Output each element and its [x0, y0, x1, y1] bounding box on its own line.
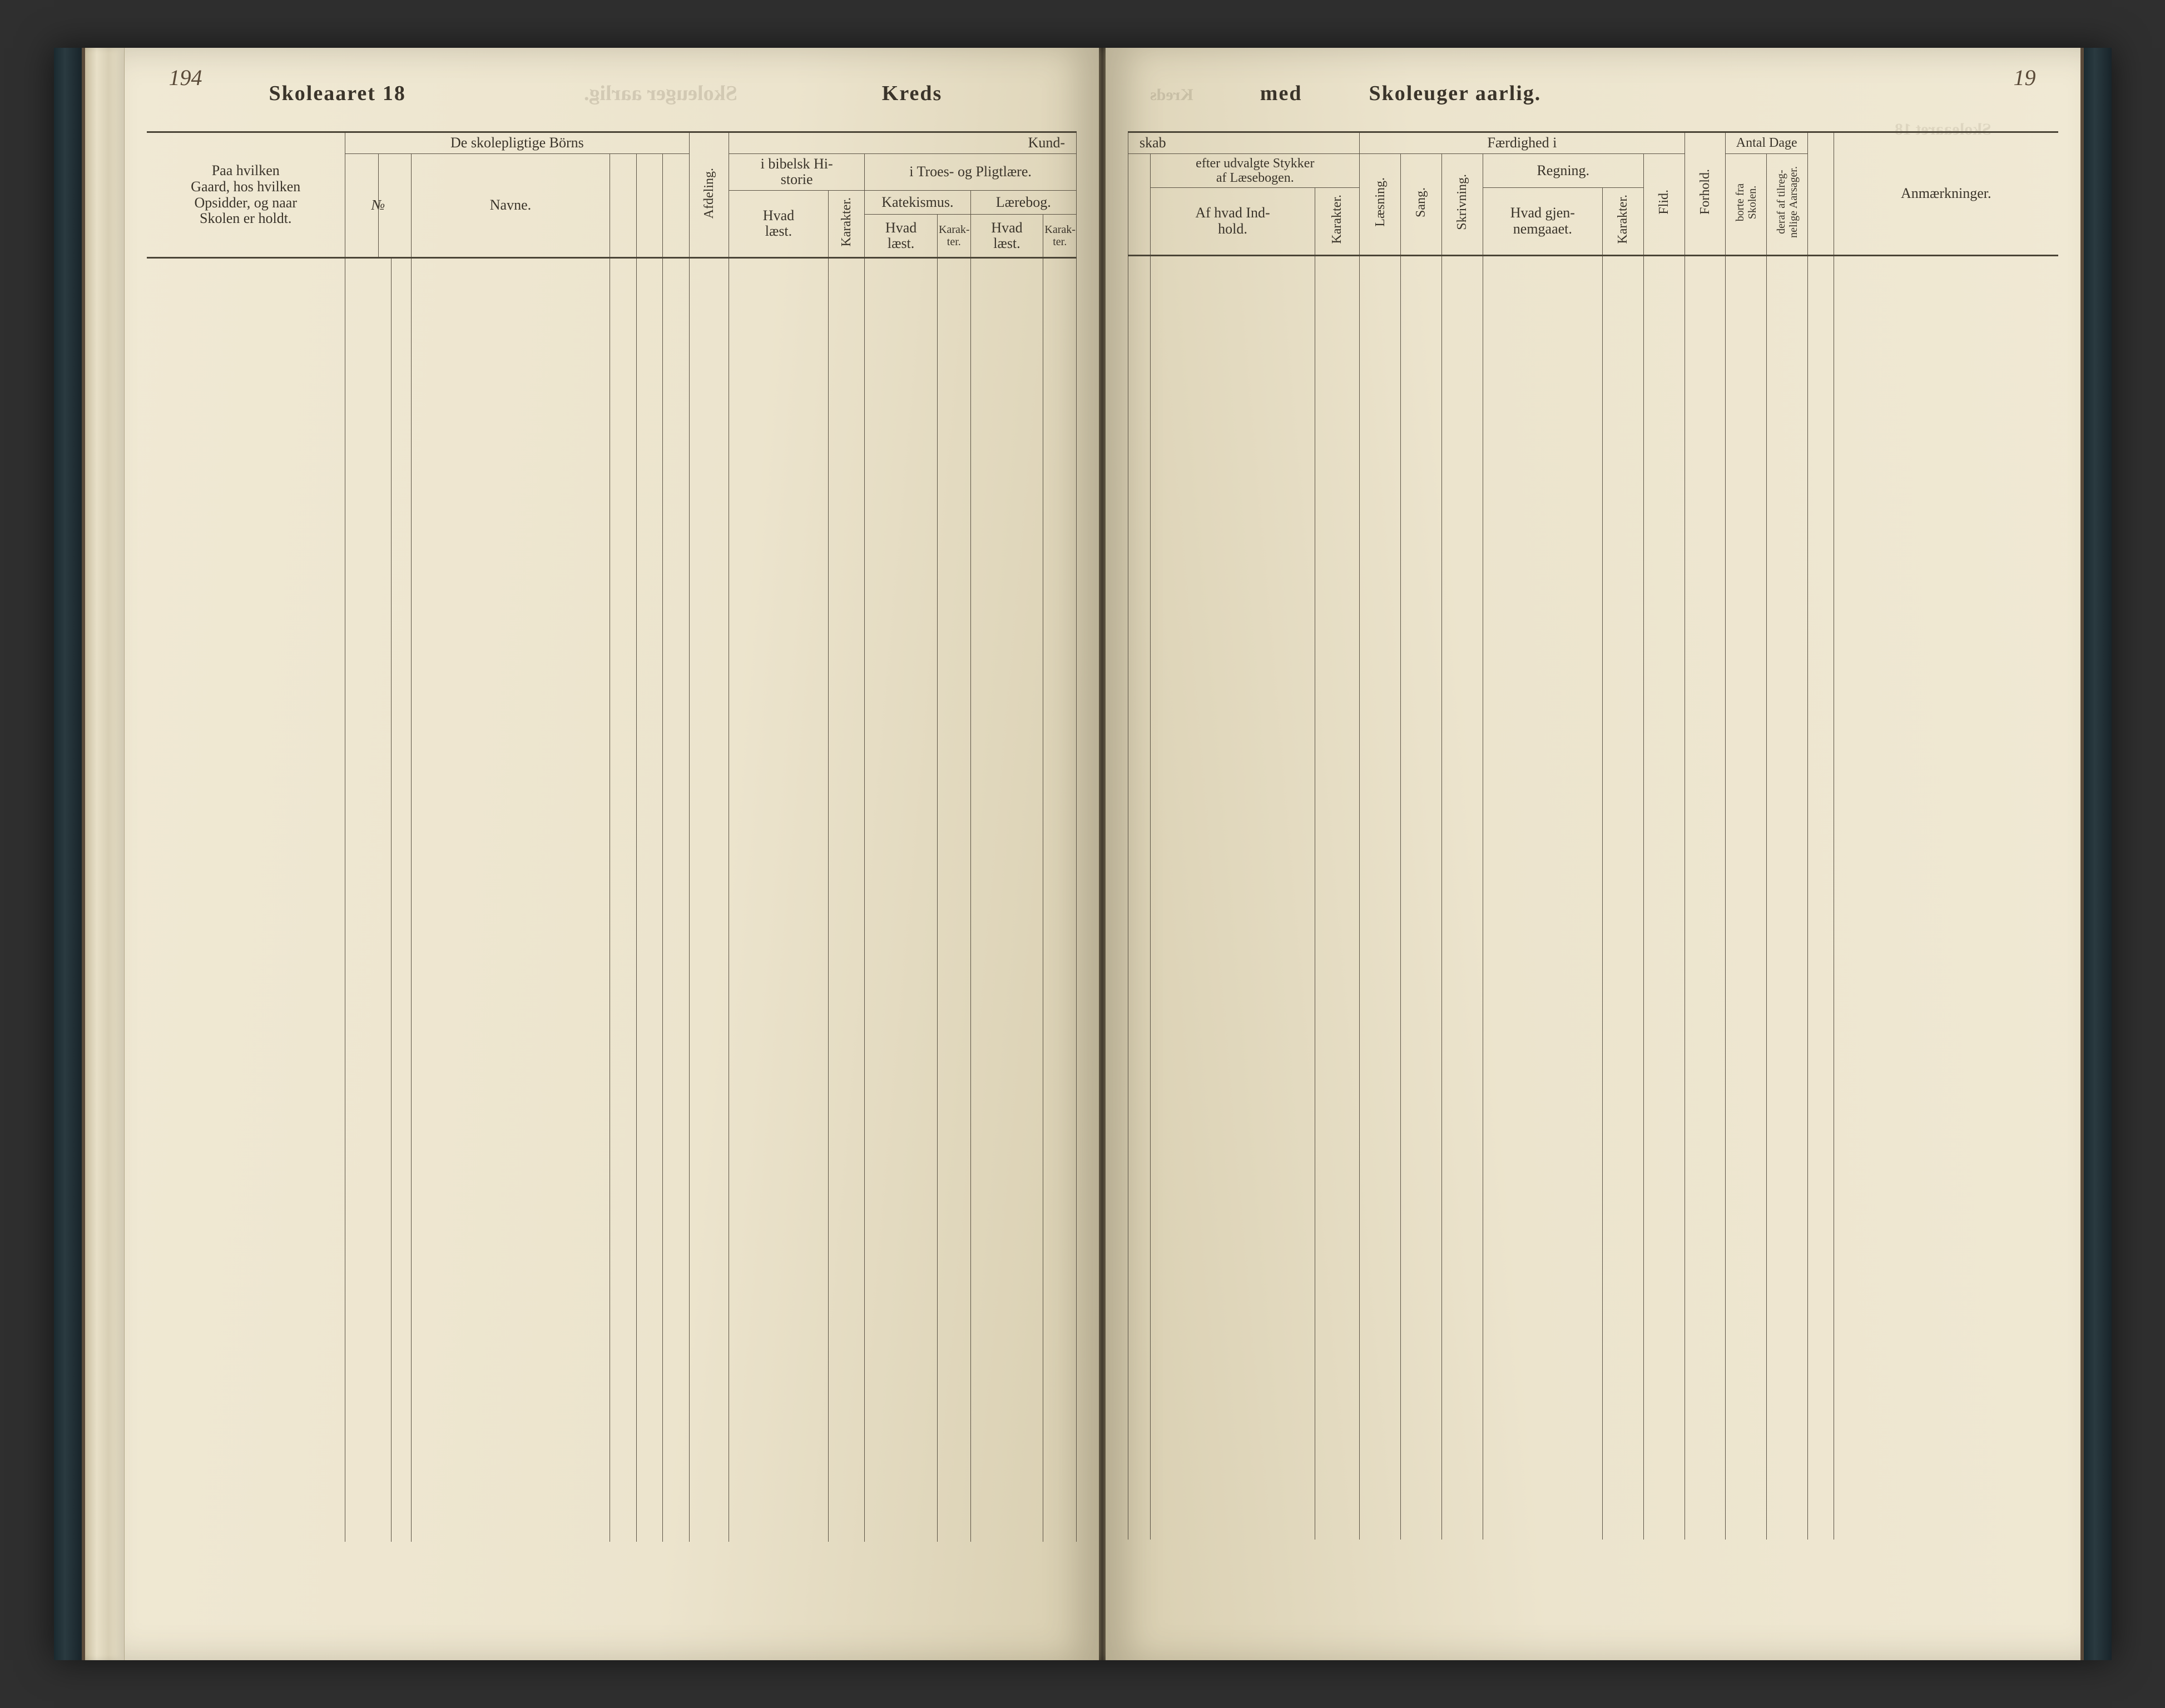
- group-bibelsk: i bibelsk Hi- storie: [729, 153, 865, 190]
- bleed-through-left: Skoleuger aarlig.: [584, 81, 737, 106]
- section-kund: Kund-: [729, 132, 1077, 154]
- col-blank-b: [636, 153, 663, 257]
- col-sang: Sang.: [1401, 153, 1442, 255]
- title-med: med: [1260, 81, 1302, 106]
- col-lae-hvad: Hvad læst.: [970, 215, 1043, 258]
- col-laeseb-hvad: Af hvad Ind- hold.: [1151, 188, 1315, 255]
- title-kreds: Kreds: [882, 81, 943, 106]
- title-year-prefix: 18: [383, 81, 406, 106]
- bleed-through-right-2: Skoleaaret 18: [1895, 120, 1991, 139]
- group-troes: i Troes- og Pligtlære.: [865, 153, 1077, 190]
- col-blank-c: [663, 153, 690, 257]
- ledger-table-left: Paa hvilken Gaard, hos hvilken Opsidder,…: [147, 131, 1077, 1542]
- col-forhold: Forhold.: [1685, 132, 1726, 256]
- group-regning: Regning.: [1483, 153, 1643, 188]
- col-kat-hvad: Hvad læst.: [865, 215, 938, 258]
- section-faerdighed: Færdighed i: [1360, 132, 1685, 154]
- page-number-left: 194: [169, 64, 202, 91]
- page-stack-left: [85, 48, 125, 1660]
- book-spine: [1099, 48, 1106, 1660]
- desk-background: 194 Skoleaaret 18 Skoleuger aarlig. Kred…: [0, 0, 2165, 1708]
- col-dage1: borte fra Skolen.: [1726, 153, 1767, 255]
- col-regning-hvad: Hvad gjen- nemgaaet.: [1483, 188, 1602, 255]
- title-row-left: Skoleaaret 18 Skoleuger aarlig. Kreds: [147, 81, 1077, 131]
- col-blank-a: [610, 153, 636, 257]
- col-anmaerkninger: Anmærkninger.: [1834, 132, 2058, 256]
- col-flid: Flid.: [1643, 153, 1685, 255]
- ledger-table-right: skab Færdighed i Forhold. Antal Dage Anm…: [1128, 131, 2058, 1540]
- title-skoleuger: Skoleuger aarlig.: [1369, 81, 1541, 106]
- col-lae-kar: Karak- ter.: [1043, 215, 1077, 258]
- group-laesebogen: efter udvalgte Stykker af Læsebogen.: [1151, 153, 1360, 188]
- section-antal-dage: Antal Dage: [1726, 132, 1808, 154]
- section-borns: De skolepligtige Börns: [345, 132, 689, 154]
- col-afdeling: Afdeling.: [689, 132, 729, 258]
- col-laesning: Læsning.: [1360, 153, 1401, 255]
- col-dage2: deraf af tilreg- nelige Aarsager.: [1767, 153, 1808, 255]
- table-body-left: [147, 258, 1077, 1542]
- section-skab: skab: [1128, 132, 1360, 154]
- group-katekismus: Katekismus.: [865, 190, 970, 214]
- col-no: №: [345, 153, 411, 257]
- right-page: 19 Kreds med Skoleuger aarlig. Skoleaare…: [1106, 48, 2080, 1660]
- col-bibelsk-hvad: Hvad læst.: [729, 190, 828, 257]
- table-body-right: [1128, 255, 2058, 1540]
- col-bibelsk-kar: Karakter.: [828, 190, 864, 257]
- col-laeseb-kar: Karakter.: [1315, 188, 1360, 255]
- col-skrivning: Skrivning.: [1442, 153, 1483, 255]
- left-page: 194 Skoleaaret 18 Skoleuger aarlig. Kred…: [125, 48, 1099, 1660]
- group-laerebog: Lærebog.: [970, 190, 1076, 214]
- open-ledger-book: 194 Skoleaaret 18 Skoleuger aarlig. Kred…: [54, 48, 2112, 1660]
- col-paa-hvilken: Paa hvilken Gaard, hos hvilken Opsidder,…: [147, 132, 345, 258]
- col-regning-kar: Karakter.: [1602, 188, 1643, 255]
- col-blank-r: [1808, 132, 1834, 256]
- book-cover-left-edge: [54, 48, 85, 1660]
- book-cover-right-edge: [2080, 48, 2112, 1660]
- title-skoleaaret: Skoleaaret: [269, 81, 376, 106]
- col-kat-kar: Karak- ter.: [938, 215, 970, 258]
- col-skab-edge: [1128, 153, 1151, 255]
- col-navne: Navne.: [411, 153, 610, 257]
- page-number-right: 19: [2014, 64, 2036, 91]
- bleed-through-right-1: Kreds: [1150, 86, 1193, 105]
